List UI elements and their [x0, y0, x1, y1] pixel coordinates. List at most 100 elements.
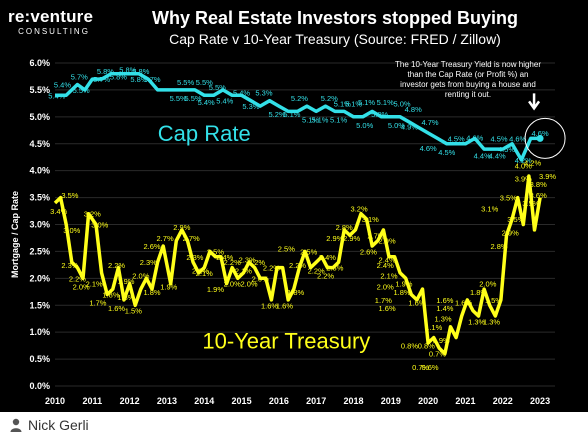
series-name-label: Cap Rate [158, 121, 251, 146]
data-label: 5.1% [377, 98, 394, 107]
data-label: 1.6% [436, 296, 453, 305]
brand-subtitle: CONSULTING [18, 27, 90, 36]
data-label: 2.0% [240, 280, 257, 289]
x-tick-label: 2023 [530, 396, 550, 406]
data-label: 3.9% [515, 175, 532, 184]
x-tick-label: 2022 [493, 396, 513, 406]
data-label: 2.8% [336, 223, 353, 232]
data-label: 1.9% [207, 285, 224, 294]
series-name-label: 10-Year Treasury [202, 328, 370, 353]
data-label: 1.8% [393, 288, 410, 297]
data-label: 1.3% [483, 317, 500, 326]
data-label: 2.8% [490, 242, 507, 251]
data-label: 0.8% [401, 342, 418, 351]
data-label: 2.7% [183, 234, 200, 243]
data-label: 3.0% [91, 221, 108, 230]
data-label: 4.9% [401, 123, 418, 132]
data-label: 2.6% [143, 242, 160, 251]
y-tick-label: 2.5% [29, 246, 50, 256]
data-label: 5.5% [177, 78, 194, 87]
data-label: 1.9% [117, 277, 134, 286]
data-label: 3.1% [481, 204, 498, 213]
y-tick-label: 4.5% [29, 139, 50, 149]
data-label: 2.0% [224, 280, 241, 289]
data-label: 3.0% [63, 226, 80, 235]
x-tick-label: 2018 [343, 396, 363, 406]
data-label: 1.4% [436, 304, 453, 313]
data-label: 5.3% [242, 102, 259, 111]
data-label: 2.0% [132, 272, 149, 281]
data-label: 3.5% [507, 215, 524, 224]
data-label: 5.2% [268, 110, 285, 119]
data-label: 3.6% [530, 191, 547, 200]
data-label: 4.4% [489, 152, 506, 161]
data-label: 4.2% [515, 156, 532, 165]
data-label: 2.9% [379, 237, 396, 246]
y-tick-label: 3.5% [29, 193, 50, 203]
y-tick-label: 6.0% [29, 58, 50, 68]
data-label: 1.5% [125, 307, 142, 316]
data-label: 5.4% [48, 91, 65, 100]
chart-frame: re:venture CONSULTING Why Real Estate In… [0, 0, 588, 412]
data-label: 1.9% [395, 280, 412, 289]
data-label: 5.5% [73, 86, 90, 95]
brand-name: re:venture [8, 7, 94, 26]
data-label: 1.6% [276, 301, 293, 310]
series-line-cap-rate [55, 72, 541, 162]
data-label: 4.2% [524, 159, 541, 168]
data-label: 1.6% [408, 299, 425, 308]
annotation-text: The 10-Year Treasury Yield is now higher… [395, 60, 541, 99]
data-label: 2.9% [173, 223, 190, 232]
x-tick-label: 2019 [381, 396, 401, 406]
data-label: 5.1% [283, 110, 300, 119]
data-label: 5.1% [345, 99, 362, 108]
data-label: 5.0% [371, 110, 388, 119]
data-label: 4.4% [474, 152, 491, 161]
x-tick-label: 2012 [120, 396, 140, 406]
user-icon [10, 418, 22, 432]
data-label: 5.2% [321, 94, 338, 103]
data-label: 5.5% [185, 94, 202, 103]
data-label: 1.8% [287, 288, 304, 297]
y-tick-label: 2.0% [29, 273, 50, 283]
data-label: 5.7% [71, 72, 88, 81]
data-label: 5.1% [358, 98, 375, 107]
y-tick-label: 1.5% [29, 300, 50, 310]
data-label: 2.3% [326, 264, 343, 273]
data-label: 1.8% [143, 288, 160, 297]
data-label: 2.9% [326, 234, 343, 243]
annotation-arrow [528, 93, 541, 111]
x-tick-label: 2015 [232, 396, 252, 406]
data-label: 4.5% [438, 148, 455, 157]
y-tick-label: 5.0% [29, 112, 50, 122]
data-label: 1.5% [485, 296, 502, 305]
data-label: 5.4% [198, 98, 215, 107]
data-label: 4.7% [421, 118, 438, 127]
data-label: 4.6% [532, 129, 549, 138]
data-label: 5.7% [143, 75, 160, 84]
data-label: 5.1% [330, 116, 347, 125]
data-label: 0.6% [421, 363, 438, 372]
data-label: 5.1% [311, 116, 328, 125]
data-label: 5.0% [393, 99, 410, 108]
author-name: Nick Gerli [28, 417, 89, 433]
x-tick-label: 2011 [83, 396, 103, 406]
data-label: 0.7% [429, 350, 446, 359]
x-tick-label: 2014 [194, 396, 214, 406]
data-label: 5.5% [209, 83, 226, 92]
data-label: 2.5% [207, 247, 224, 256]
data-label: 2.7% [157, 234, 174, 243]
line-chart: 0.0%0.5%1.0%1.5%2.0%2.5%3.0%3.5%4.0%4.5%… [10, 58, 566, 406]
data-label: 5.8% [119, 65, 136, 74]
data-label: 5.8% [130, 75, 147, 84]
data-label: 4.5% [490, 134, 507, 143]
data-label: 1.9% [160, 282, 177, 291]
data-label: 4.6% [466, 133, 483, 142]
data-label: 5.7% [93, 75, 110, 84]
y-tick-label: 4.0% [29, 166, 50, 176]
data-label: 1.3% [435, 315, 452, 324]
x-tick-label: 2010 [45, 396, 65, 406]
data-label: 5.5% [170, 94, 187, 103]
data-label: 2.4% [319, 253, 336, 262]
data-label: 5.4% [216, 97, 233, 106]
